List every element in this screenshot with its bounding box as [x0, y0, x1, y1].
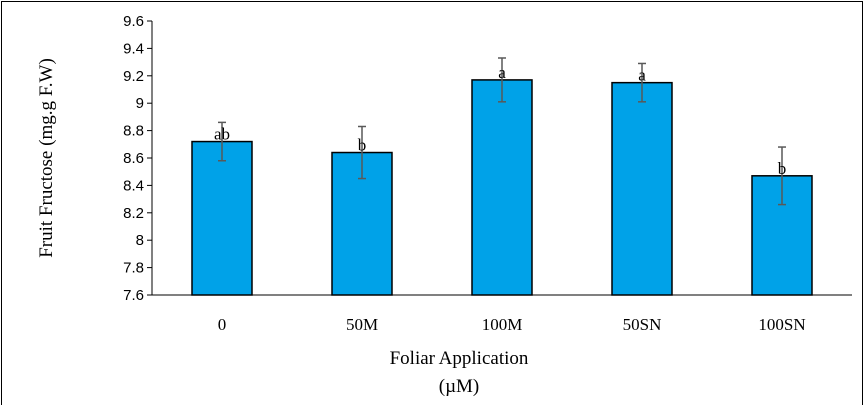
bar-50SN	[611, 81, 673, 296]
x-tick-label-50M: 50M	[346, 315, 378, 334]
significance-label-50M: b	[358, 136, 367, 155]
y-tick-label: 8.8	[123, 123, 144, 140]
y-tick-label: 9.6	[123, 13, 144, 30]
significance-label-50SN: a	[638, 66, 646, 85]
x-axis-unit: (µM)	[439, 376, 480, 397]
bars-layer	[191, 79, 813, 296]
y-tick-label: 9.4	[123, 40, 144, 57]
x-tick-labels: 0 50M 100M 50SN 100SN	[218, 315, 806, 334]
error-bar-50SN	[638, 62, 646, 103]
significance-label-0: ab	[214, 125, 230, 144]
x-tick-label-100M: 100M	[482, 315, 523, 334]
y-tick-label: 8	[136, 232, 144, 249]
x-tick-label-0: 0	[218, 315, 227, 334]
error-bar-50M	[358, 125, 366, 180]
error-bar-0	[218, 121, 226, 162]
y-tick-label: 9	[136, 95, 144, 112]
error-bars-layer	[218, 57, 786, 206]
bar-100M	[471, 79, 533, 296]
y-tick-label: 9.2	[123, 68, 144, 85]
bar-0	[191, 140, 253, 296]
y-tick-labels: 7.6 7.8 8 8.2 8.4 8.6 8.8 9 9.2 9.4 9.6	[123, 13, 152, 304]
x-axis-title: Foliar Application	[390, 348, 529, 369]
y-tick-label: 8.6	[123, 150, 144, 167]
significance-label-100M: a	[498, 63, 506, 82]
error-bar-100SN	[778, 146, 786, 206]
y-axis-title: Fruit Fructose (mg.g F.W)	[36, 58, 57, 258]
error-bar-100M	[498, 57, 506, 103]
y-tick-label: 7.6	[123, 287, 144, 304]
y-tick-label: 8.2	[123, 205, 144, 222]
significance-label-100SN: b	[778, 159, 787, 178]
x-tick-label-50SN: 50SN	[623, 315, 662, 334]
x-tick-label-100SN: 100SN	[758, 315, 805, 334]
y-tick-label: 7.8	[123, 260, 144, 277]
y-tick-label: 8.4	[123, 177, 144, 194]
